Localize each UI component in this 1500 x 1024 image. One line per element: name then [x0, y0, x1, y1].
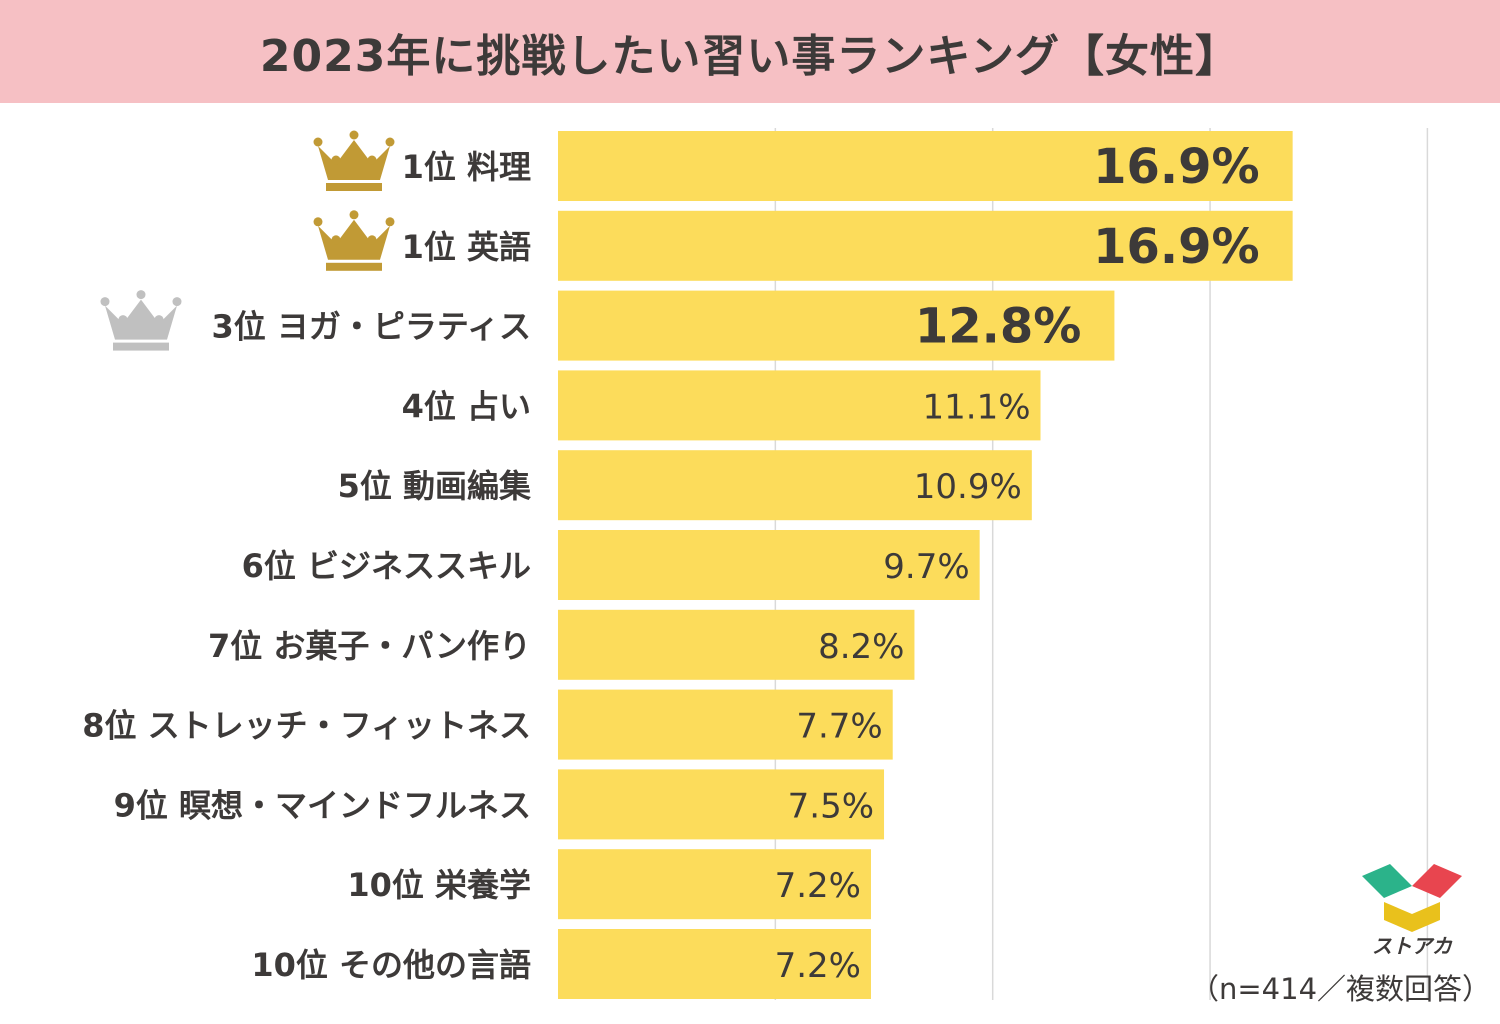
value-label: 7.2%	[775, 866, 861, 906]
value-label: 11.1%	[923, 387, 1031, 427]
crown-body	[105, 300, 177, 340]
category-label: 10位 その他の言語	[251, 946, 531, 984]
crown-jewel	[368, 156, 377, 165]
value-label: 10.9%	[914, 467, 1022, 507]
logo-text: ストアカ	[1356, 930, 1468, 959]
crown-icon	[314, 131, 395, 192]
crown-jewel	[155, 315, 164, 324]
category-label: 4位 占い	[402, 387, 531, 425]
crown-jewel	[350, 210, 359, 219]
crown-jewel	[386, 138, 395, 147]
crown-jewel	[119, 315, 128, 324]
sample-note: （n=414／複数回答）	[1190, 966, 1490, 1008]
category-label: 10位 栄養学	[347, 866, 531, 904]
crown-jewel	[101, 297, 110, 306]
crown-jewel	[314, 138, 323, 147]
value-label: 7.7%	[796, 707, 882, 747]
value-label: 7.5%	[788, 786, 874, 826]
category-label: 3位 ヨガ・ピラティス	[212, 308, 532, 346]
crown-jewel	[350, 131, 359, 140]
crown-jewel	[386, 217, 395, 226]
category-label: 7位 お菓子・パン作り	[208, 627, 531, 665]
crown-body	[318, 220, 390, 260]
crown-band	[113, 343, 169, 351]
category-label: 1位 料理	[402, 148, 531, 186]
value-label: 8.2%	[818, 627, 904, 667]
value-label: 16.9%	[1093, 219, 1260, 275]
category-label: 6位 ビジネススキル	[242, 547, 531, 585]
crown-jewel	[332, 156, 341, 165]
crown-icon	[314, 210, 395, 270]
crown-band	[326, 263, 382, 271]
crown-jewel	[368, 235, 377, 244]
crown-band	[326, 183, 382, 191]
crown-jewel	[173, 297, 182, 306]
value-label: 9.7%	[883, 547, 969, 587]
value-label: 12.8%	[915, 299, 1082, 355]
value-label: 7.2%	[775, 946, 861, 986]
category-label: 8位 ストレッチ・フィットネス	[82, 707, 531, 745]
crown-body	[318, 140, 390, 180]
category-label: 5位 動画編集	[338, 467, 531, 505]
crown-icon	[101, 290, 182, 351]
value-label: 16.9%	[1093, 139, 1260, 195]
category-label: 9位 瞑想・マインドフルネス	[114, 786, 531, 824]
crown-jewel	[314, 217, 323, 226]
crown-jewel	[137, 290, 146, 299]
category-label: 1位 英語	[402, 228, 531, 266]
bar-chart: 16.9% 1位 料理 16.9% 1位 英語 12.8% 3位 ヨガ・ピラティス 11.1…	[0, 0, 1500, 1024]
crown-jewel	[332, 235, 341, 244]
